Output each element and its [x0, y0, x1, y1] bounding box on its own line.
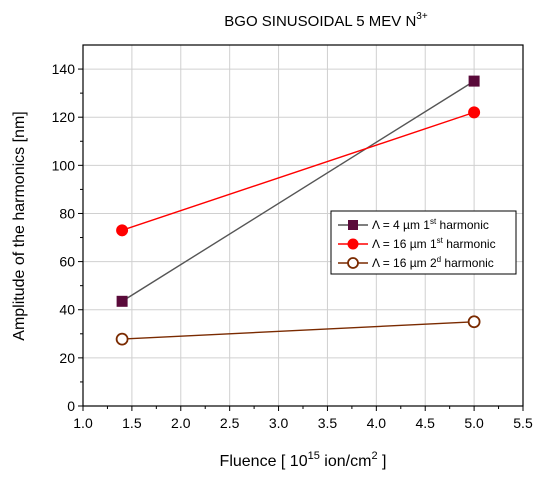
legend-entry: Λ = 4 µm 1st harmonic [338, 217, 489, 232]
chart-title-main: BGO SINUSOIDAL 5 MEV N [224, 13, 416, 30]
series-3 [115, 315, 481, 346]
legend-marker [347, 238, 359, 250]
legend-label: Λ = 4 µm 1st harmonic [372, 217, 489, 232]
y-tick-label: 0 [67, 398, 75, 414]
x-axis-label-sup: 15 [308, 450, 320, 462]
data-point [467, 315, 481, 329]
legend-entry: Λ = 16 µm 1st harmonic [338, 236, 496, 251]
y-tick-label: 40 [59, 302, 75, 318]
y-tick-label: 120 [52, 109, 76, 125]
chart-title: BGO SINUSOIDAL 5 MEV N3+ [224, 11, 428, 30]
data-point [115, 332, 129, 346]
data-point [116, 295, 128, 307]
legend-marker [347, 257, 359, 269]
data-point [468, 106, 481, 119]
legend: Λ = 4 µm 1st harmonic Λ = 16 µm 1st harmo… [330, 210, 517, 275]
x-tick-label: 5.0 [464, 415, 484, 431]
x-axis-label-pre: Fluence [ 10 [220, 453, 308, 470]
x-tick-label: 1.0 [73, 415, 93, 431]
x-tick-label: 4.5 [415, 415, 435, 431]
x-tick-label: 5.5 [513, 415, 533, 431]
axis-ticks: 1.0 1.5 2.0 2.5 3.0 3.5 4.0 4.5 5.0 5.5 0 20 40 60 80 1… [52, 61, 533, 431]
y-tick-label: 80 [59, 205, 75, 221]
legend-label: Λ = 16 µm 2d harmonic [372, 255, 494, 270]
x-tick-label: 2.0 [171, 415, 191, 431]
x-tick-label: 2.5 [220, 415, 240, 431]
x-tick-label: 3.5 [318, 415, 338, 431]
y-tick-label: 60 [59, 254, 75, 270]
chart-title-sup: 3+ [416, 11, 428, 22]
y-axis-label: Amplitude of the harmonics [nm] [11, 111, 28, 340]
series-line [121, 80, 475, 302]
y-tick-label: 140 [52, 61, 76, 77]
x-tick-label: 1.5 [122, 415, 142, 431]
legend-marker [348, 220, 358, 230]
x-tick-label: 4.0 [367, 415, 387, 431]
x-axis-label-post: ] [378, 453, 387, 470]
series-line [121, 111, 475, 231]
legend-label: Λ = 16 µm 1st harmonic [372, 236, 496, 251]
x-tick-label: 3.0 [269, 415, 289, 431]
series-2 [116, 106, 481, 237]
data-point [116, 224, 129, 237]
x-axis-label-mid: ion/cm [320, 453, 372, 470]
series-line [122, 321, 475, 340]
legend-entry: Λ = 16 µm 2d harmonic [338, 255, 494, 270]
series-1 [116, 75, 480, 307]
x-axis-label-sup2: 2 [371, 450, 377, 462]
data-point [468, 75, 480, 87]
x-axis-label: Fluence [ 1015 ion/cm2 ] [220, 450, 387, 470]
y-tick-label: 20 [59, 350, 75, 366]
series-group [115, 75, 481, 346]
y-tick-label: 100 [52, 157, 76, 173]
